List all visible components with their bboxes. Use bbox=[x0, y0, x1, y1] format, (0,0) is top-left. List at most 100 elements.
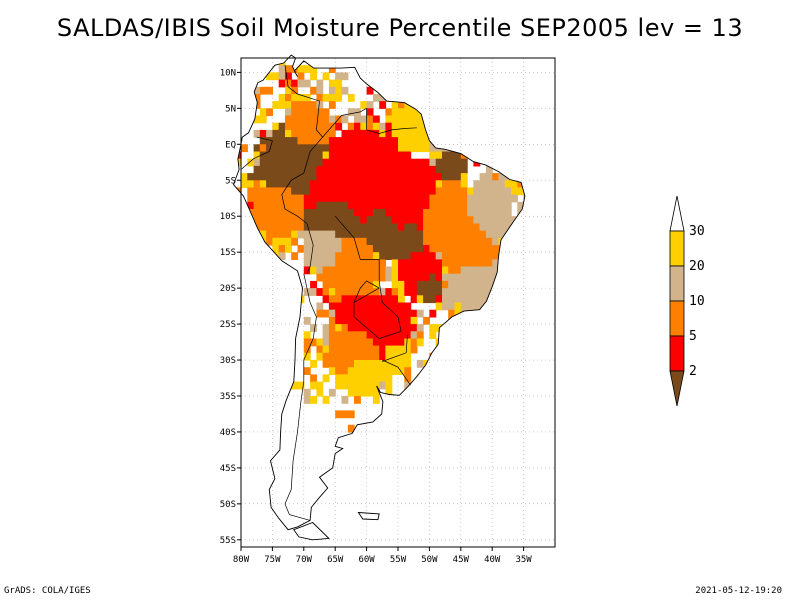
lon-tick-label: 70W bbox=[296, 555, 313, 565]
field-cell bbox=[504, 86, 512, 95]
field-cell bbox=[297, 151, 305, 160]
field-cell bbox=[241, 223, 248, 232]
field-cell bbox=[341, 158, 349, 167]
field-cell bbox=[504, 180, 512, 189]
field-cell bbox=[479, 309, 487, 318]
field-cell bbox=[366, 259, 374, 268]
field-cell bbox=[460, 158, 468, 167]
field-cell bbox=[310, 86, 317, 95]
field-cell bbox=[241, 180, 248, 189]
field-cell bbox=[379, 180, 387, 189]
field-cell bbox=[360, 302, 368, 311]
field-cell bbox=[328, 180, 336, 189]
field-cell bbox=[398, 165, 405, 174]
field-cell bbox=[429, 65, 437, 73]
field-cell bbox=[442, 86, 449, 95]
field-cell bbox=[347, 360, 355, 368]
field-cell bbox=[366, 144, 374, 153]
field-cell bbox=[454, 137, 462, 145]
field-cell bbox=[278, 137, 286, 145]
field-cell bbox=[354, 137, 361, 145]
field-cell bbox=[416, 288, 424, 296]
field-cell bbox=[479, 280, 487, 289]
lat-tick-label: 10N bbox=[220, 68, 236, 78]
field-cell bbox=[247, 55, 255, 59]
field-cell bbox=[354, 360, 361, 368]
lat-tick-label: 20S bbox=[220, 284, 236, 294]
legend-tick-label: 10 bbox=[689, 294, 705, 309]
field-cell bbox=[385, 381, 393, 390]
field-cell bbox=[379, 194, 387, 203]
field-cell bbox=[347, 158, 355, 167]
field-cell bbox=[272, 144, 280, 153]
field-cell bbox=[233, 194, 236, 203]
field-cell bbox=[379, 374, 387, 383]
field-cell bbox=[423, 273, 430, 282]
field-cell bbox=[354, 273, 361, 282]
field-cell bbox=[473, 230, 481, 239]
field-cell bbox=[492, 237, 500, 246]
field-cell bbox=[354, 295, 361, 304]
field-cell bbox=[310, 72, 317, 81]
field-cell bbox=[404, 316, 412, 325]
field-cell bbox=[354, 331, 361, 340]
field-cell bbox=[285, 201, 292, 210]
field-cell bbox=[379, 338, 387, 347]
field-cell bbox=[416, 72, 424, 81]
field-cell bbox=[354, 223, 361, 232]
field-cell bbox=[448, 216, 456, 224]
field-cell bbox=[404, 165, 412, 174]
field-cell bbox=[523, 345, 525, 354]
field-cell bbox=[372, 338, 380, 347]
field-cell bbox=[360, 223, 368, 232]
field-cell bbox=[253, 115, 261, 124]
field-cell bbox=[391, 137, 399, 145]
field-cell bbox=[423, 180, 430, 189]
field-cell bbox=[259, 216, 267, 224]
field-cell bbox=[391, 144, 399, 153]
coastline bbox=[293, 521, 330, 541]
field-cell bbox=[391, 72, 399, 81]
field-cell bbox=[354, 338, 361, 347]
field-cell bbox=[272, 151, 280, 160]
field-cell bbox=[498, 216, 506, 224]
field-cell bbox=[448, 194, 456, 203]
field-cell bbox=[442, 180, 449, 189]
field-cell bbox=[354, 173, 361, 181]
field-cell bbox=[530, 209, 537, 217]
field-cell bbox=[435, 209, 443, 217]
field-cell bbox=[310, 173, 317, 181]
field-cell bbox=[241, 216, 248, 224]
field-cell bbox=[492, 122, 500, 131]
field-cell bbox=[316, 180, 324, 189]
field-cell bbox=[341, 173, 349, 181]
field-cell bbox=[316, 352, 324, 361]
field-cell bbox=[523, 302, 525, 311]
field-cell bbox=[385, 165, 393, 174]
field-cell bbox=[335, 223, 343, 232]
field-cell bbox=[354, 288, 361, 296]
field-cell bbox=[498, 381, 506, 390]
field-cell bbox=[442, 374, 449, 383]
field-cell bbox=[523, 144, 525, 153]
field-cell bbox=[479, 381, 487, 390]
field-cell bbox=[285, 187, 292, 196]
field-cell bbox=[517, 165, 525, 174]
field-cell bbox=[310, 201, 317, 210]
field-cell bbox=[473, 187, 481, 196]
field-cell bbox=[303, 137, 311, 145]
field-cell bbox=[285, 237, 292, 246]
field-cell bbox=[404, 194, 412, 203]
field-cell bbox=[448, 209, 456, 217]
field-cell bbox=[391, 237, 399, 246]
field-cell bbox=[259, 180, 267, 189]
field-cell bbox=[360, 360, 368, 368]
country-border bbox=[306, 223, 314, 274]
field-cell bbox=[479, 94, 487, 102]
field-cell bbox=[291, 158, 299, 167]
field-cell bbox=[328, 101, 336, 109]
field-cell bbox=[398, 144, 405, 153]
field-cell bbox=[379, 309, 387, 318]
field-cell bbox=[310, 396, 317, 404]
field-cell bbox=[347, 165, 355, 174]
